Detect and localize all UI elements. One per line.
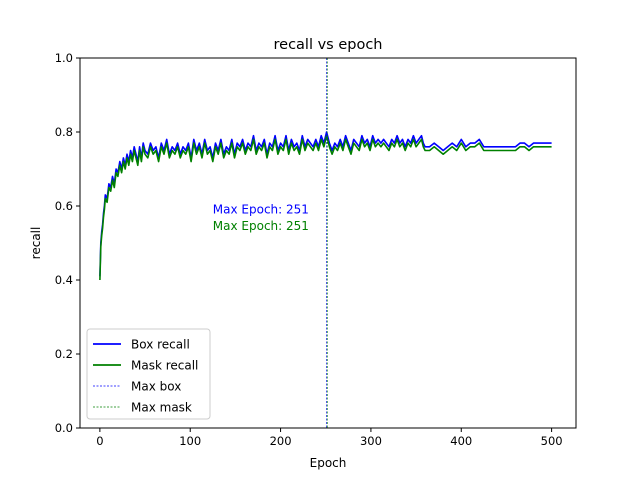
annotations: Max Epoch: 251 Max Epoch: 251 xyxy=(213,203,309,233)
x-axis-label: Epoch xyxy=(310,456,347,470)
x-axis: 0 100 200 300 400 500 xyxy=(96,428,563,448)
legend-label: Box recall xyxy=(131,338,190,352)
x-tick-label: 500 xyxy=(541,434,563,448)
max-epoch-annotation: Max Epoch: 251 xyxy=(213,203,309,217)
legend-label: Mask recall xyxy=(131,359,198,373)
x-tick-label: 0 xyxy=(96,434,103,448)
x-tick-label: 400 xyxy=(450,434,472,448)
y-tick-label: 0.4 xyxy=(55,273,73,287)
legend: Box recall Mask recall Max box Max mask xyxy=(86,328,211,420)
y-tick-label: 0.2 xyxy=(55,347,73,361)
legend-box xyxy=(86,328,211,420)
chart-title: recall vs epoch xyxy=(274,37,383,53)
x-tick-label: 300 xyxy=(360,434,382,448)
y-axis-label: recall xyxy=(29,227,43,260)
legend-label: Max box xyxy=(131,380,181,394)
y-axis: 0.0 0.2 0.4 0.6 0.8 1.0 xyxy=(55,51,80,435)
max-epoch-annotation: Max Epoch: 251 xyxy=(213,219,309,233)
x-tick-label: 200 xyxy=(270,434,292,448)
y-tick-label: 0.0 xyxy=(55,421,73,435)
y-tick-label: 0.6 xyxy=(55,199,73,213)
x-tick-label: 100 xyxy=(179,434,201,448)
y-tick-label: 1.0 xyxy=(55,51,73,65)
y-tick-label: 0.8 xyxy=(55,125,73,139)
axes-frame xyxy=(79,57,577,429)
plot-area xyxy=(99,58,552,428)
series-line-mask-recall xyxy=(99,134,552,281)
legend-label: Max mask xyxy=(131,401,192,415)
